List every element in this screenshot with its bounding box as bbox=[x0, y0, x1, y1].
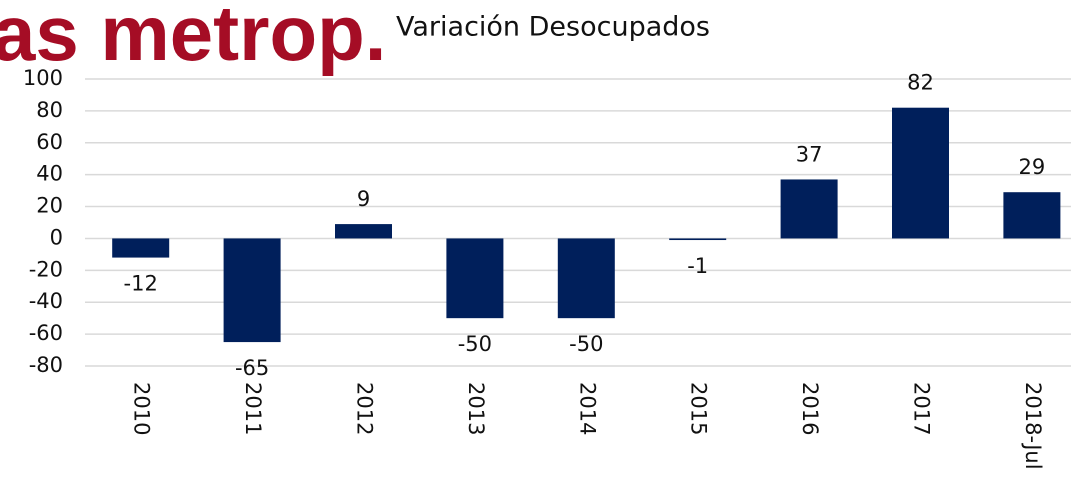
y-tick-label: 60 bbox=[36, 130, 63, 154]
y-tick-label: -20 bbox=[29, 257, 63, 281]
y-tick-label: 100 bbox=[23, 66, 63, 90]
bar bbox=[112, 238, 170, 258]
x-tick-label: 2017 bbox=[910, 382, 934, 435]
bar bbox=[335, 224, 392, 239]
x-tick-label: 2015 bbox=[687, 382, 711, 435]
background-heading: as metrop. bbox=[0, 0, 386, 77]
bar bbox=[446, 238, 504, 319]
bar bbox=[669, 238, 727, 241]
bar bbox=[557, 238, 615, 319]
bar bbox=[892, 107, 949, 239]
bar bbox=[223, 238, 281, 343]
data-label: 82 bbox=[907, 71, 934, 95]
x-tick-label: 2010 bbox=[130, 382, 154, 435]
data-label: -12 bbox=[124, 272, 158, 296]
x-tick-label: 2011 bbox=[241, 382, 265, 435]
bar bbox=[780, 179, 838, 239]
y-tick-label: 40 bbox=[36, 162, 63, 186]
chart-title: Variación Desocupados bbox=[396, 12, 710, 43]
data-label: 37 bbox=[796, 142, 823, 166]
x-tick-label: 2018-Jul bbox=[1021, 382, 1045, 470]
y-tick-label: 20 bbox=[36, 194, 63, 218]
x-tick-label: 2013 bbox=[464, 382, 488, 435]
y-tick-label: -60 bbox=[29, 321, 63, 345]
x-tick-label: 2012 bbox=[353, 382, 377, 435]
y-tick-label: -80 bbox=[29, 353, 63, 377]
data-label: 9 bbox=[357, 187, 370, 211]
data-label: 29 bbox=[1019, 155, 1046, 179]
data-label: -50 bbox=[569, 332, 603, 356]
data-label: -1 bbox=[687, 254, 708, 278]
data-label: -50 bbox=[458, 332, 492, 356]
y-tick-label: 80 bbox=[36, 98, 63, 122]
x-tick-label: 2014 bbox=[575, 382, 599, 435]
x-tick-label: 2016 bbox=[798, 382, 822, 435]
y-tick-label: -40 bbox=[29, 289, 63, 313]
y-tick-label: 0 bbox=[50, 225, 63, 249]
data-label: -65 bbox=[235, 356, 269, 380]
bar bbox=[1003, 192, 1061, 239]
